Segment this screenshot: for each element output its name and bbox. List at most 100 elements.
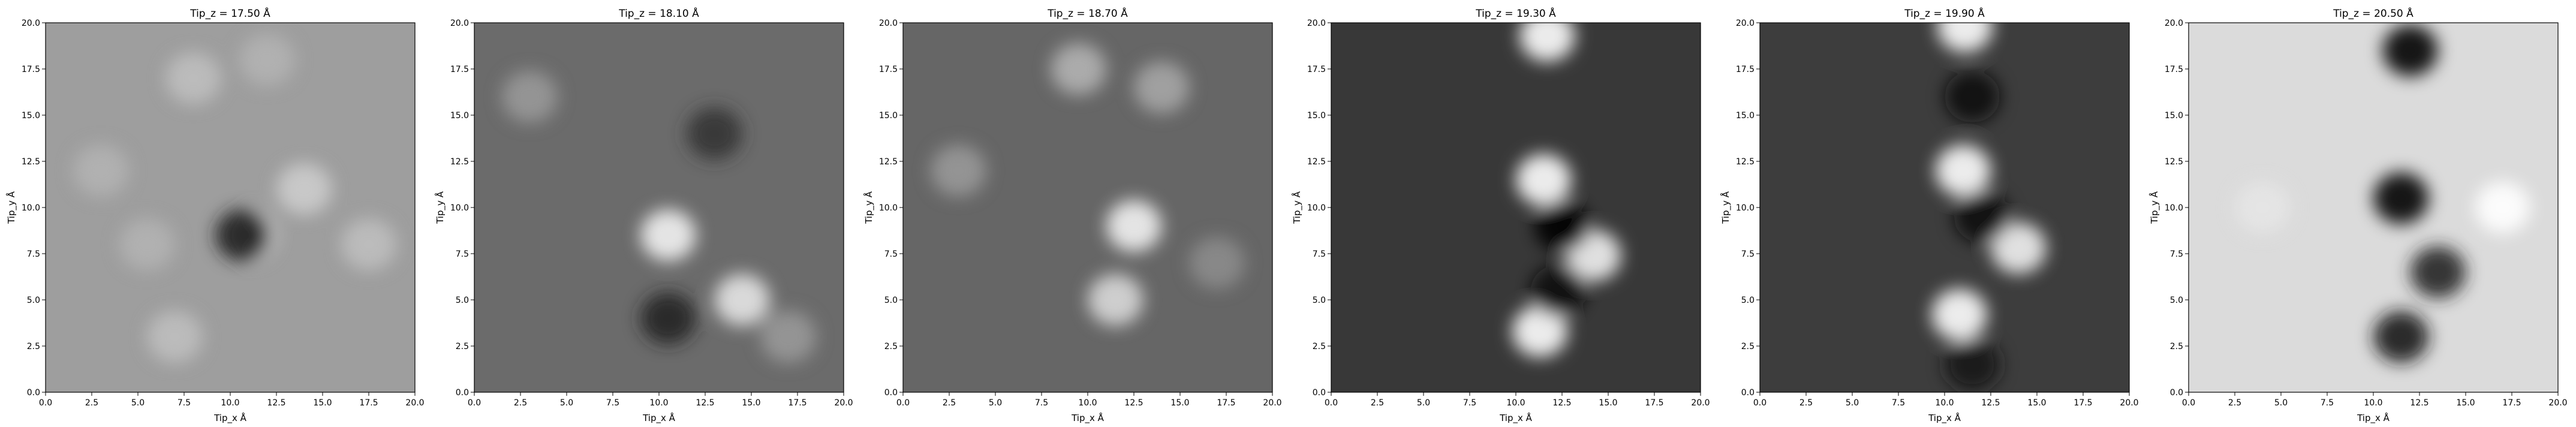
y-tick-label: 17.5	[1307, 65, 1326, 74]
x-tick-label: 10.0	[2364, 398, 2382, 408]
y-tick-label: 10.0	[2165, 203, 2183, 213]
x-tick-label: 12.5	[1552, 398, 1571, 408]
heatmap-feature	[1534, 200, 1590, 252]
y-tick-label: 2.5	[884, 342, 898, 351]
x-tick-label: 2.5	[1371, 398, 1384, 408]
heatmap-feature	[931, 145, 986, 197]
y-tick-label: 0.0	[27, 388, 40, 398]
y-tick-label: 10.0	[22, 203, 40, 213]
y-tick-label: 5.0	[456, 296, 469, 305]
heatmap-feature	[640, 292, 696, 344]
y-tick-label: 20.0	[22, 19, 40, 28]
heatmap-feature	[1051, 43, 1106, 95]
heatmap-feature	[165, 52, 221, 104]
panel-3: 0.0 2.5 5.0 7.5 10.0 12.5 15.0 17.5 20.0 0.0 2.5 5.…	[863, 7, 1282, 424]
x-tick-label: 10.0	[649, 398, 668, 408]
y-tick-label: 15.0	[1307, 111, 1326, 121]
x-tick-label: 2.5	[514, 398, 527, 408]
x-tick-label: 10.0	[1078, 398, 1097, 408]
x-tick-label: 7.5	[177, 398, 191, 408]
heatmap-feature	[2373, 311, 2429, 363]
x-axis-label: Tip_x Å	[213, 412, 247, 424]
y-tick-label: 20.0	[1736, 19, 1755, 28]
x-tick-label: 12.5	[267, 398, 285, 408]
x-tick-label: 15.0	[1599, 398, 1617, 408]
x-tick-label: 15.0	[2456, 398, 2475, 408]
y-axis-label: Tip_y Å	[863, 191, 875, 224]
heatmap-feature	[341, 218, 397, 270]
heatmap-feature	[1134, 61, 1190, 113]
y-tick-label: 20.0	[879, 19, 898, 28]
y-tick-label: 17.5	[450, 65, 469, 74]
heatmap-feature	[239, 34, 295, 86]
x-tick-label: 2.5	[943, 398, 956, 408]
y-tick-label: 10.0	[1307, 203, 1326, 213]
heatmap-image	[46, 23, 415, 392]
x-tick-label: 10.0	[1506, 398, 1525, 408]
y-axis-label: Tip_y Å	[2148, 191, 2160, 224]
x-tick-label: 7.5	[606, 398, 619, 408]
y-tick-label: 0.0	[456, 388, 469, 398]
y-tick-label: 2.5	[1313, 342, 1326, 351]
y-tick-label: 5.0	[1741, 296, 1755, 305]
heatmap-feature	[1931, 288, 1987, 341]
heatmap-feature	[73, 145, 129, 197]
y-tick-label: 17.5	[2165, 65, 2183, 74]
x-tick-label: 12.5	[2410, 398, 2428, 408]
heatmap-image	[903, 23, 1272, 392]
x-tick-label: 0.0	[39, 398, 52, 408]
heatmap-feature	[1937, 23, 1993, 53]
heatmap-image	[1331, 23, 1701, 392]
x-tick-label: 0.0	[468, 398, 481, 408]
y-tick-label: 15.0	[450, 111, 469, 121]
y-tick-label: 20.0	[2165, 19, 2183, 28]
heatmap-feature	[1935, 145, 1991, 197]
x-tick-label: 0.0	[1325, 398, 1338, 408]
y-tick-label: 5.0	[2170, 296, 2183, 305]
x-tick-label: 17.5	[788, 398, 806, 408]
x-tick-label: 15.0	[742, 398, 760, 408]
y-axis-label: Tip_y Å	[5, 191, 17, 224]
chart-title: Tip_z = 20.50 Å	[2333, 7, 2414, 20]
y-tick-label: 0.0	[1313, 388, 1326, 398]
y-tick-label: 2.5	[1741, 342, 1755, 351]
y-tick-label: 0.0	[1741, 388, 1755, 398]
x-tick-label: 0.0	[1753, 398, 1767, 408]
x-tick-label: 7.5	[1035, 398, 1048, 408]
x-tick-label: 12.5	[696, 398, 714, 408]
heatmap-feature	[2410, 246, 2466, 298]
y-tick-label: 2.5	[456, 342, 469, 351]
x-tick-label: 10.0	[1935, 398, 1954, 408]
heatmap-feature	[147, 311, 203, 363]
y-tick-label: 7.5	[27, 249, 40, 259]
x-tick-label: 7.5	[2321, 398, 2334, 408]
y-tick-label: 12.5	[2165, 157, 2183, 167]
panel-5: 0.0 2.5 5.0 7.5 10.0 12.5 15.0 17.5 20.0 0.0 2.5 5.…	[1720, 7, 2139, 424]
x-tick-label: 17.5	[1645, 398, 1663, 408]
chart-title: Tip_z = 18.10 Å	[618, 7, 699, 20]
x-tick-label: 12.5	[1124, 398, 1143, 408]
heatmap-feature	[1512, 305, 1568, 357]
chart-title: Tip_z = 18.70 Å	[1047, 7, 1128, 20]
y-tick-label: 10.0	[879, 203, 898, 213]
heatmap-background	[46, 23, 415, 392]
x-tick-label: 2.5	[1799, 398, 1813, 408]
x-tick-label: 17.5	[2502, 398, 2521, 408]
x-tick-label: 20.0	[2548, 398, 2567, 408]
heatmap-feature	[1991, 222, 2047, 274]
heatmap-image	[2189, 23, 2558, 392]
y-tick-label: 17.5	[1736, 65, 1755, 74]
heatmap-feature	[119, 218, 175, 270]
heatmap-feature	[1106, 200, 1162, 252]
chart-title: Tip_z = 19.30 Å	[1475, 7, 1556, 20]
x-axis-label: Tip_x Å	[1071, 412, 1105, 424]
x-tick-label: 5.0	[2274, 398, 2288, 408]
y-tick-label: 15.0	[2165, 111, 2183, 121]
y-tick-label: 12.5	[450, 157, 469, 167]
heatmap-feature	[714, 273, 770, 326]
heatmap-feature	[276, 163, 332, 215]
y-tick-label: 20.0	[1307, 19, 1326, 28]
y-tick-label: 12.5	[879, 157, 898, 167]
heatmap-feature	[1516, 154, 1572, 206]
